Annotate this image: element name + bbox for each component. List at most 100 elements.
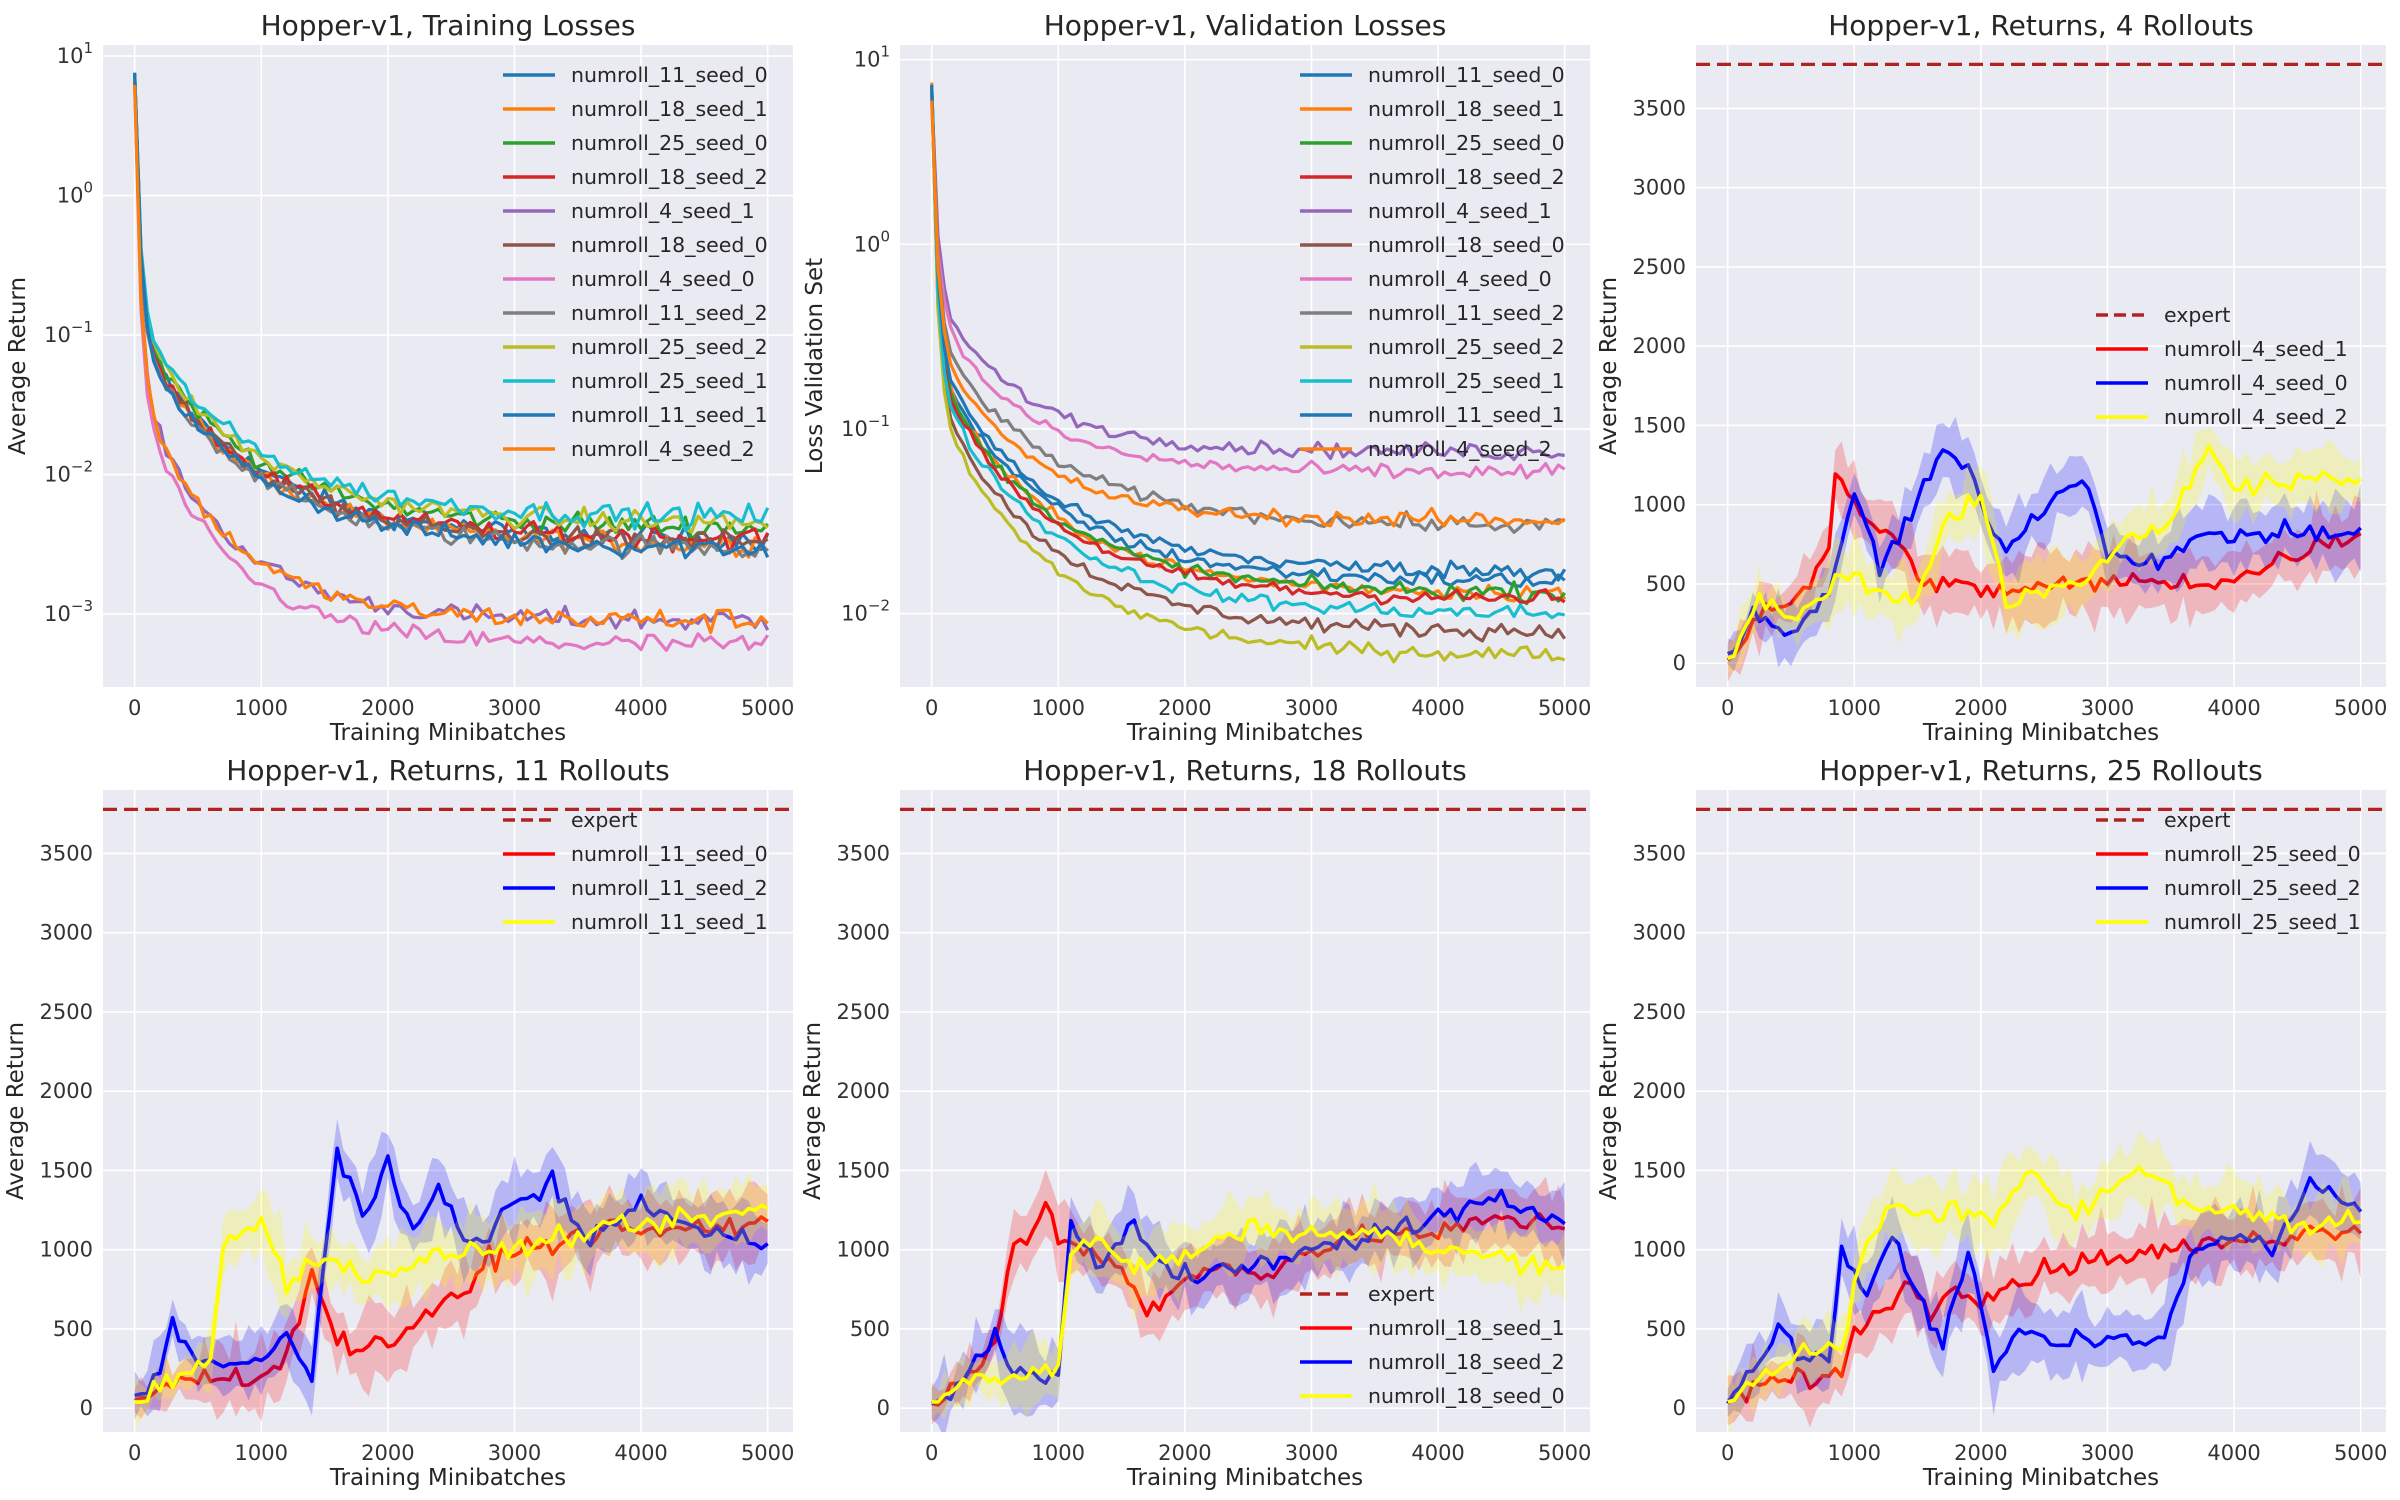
legend-label: numroll_11_seed_0 (1368, 63, 1565, 88)
legend-label: numroll_11_seed_1 (571, 910, 768, 935)
x-tick-label: 1000 (235, 696, 288, 720)
panel-2: 0 1000 2000 3000 4000 5000 0 500 1000 1500 2000 250… (1596, 9, 2387, 746)
x-tick-label: 3000 (488, 696, 541, 720)
legend-label: numroll_4_seed_2 (571, 437, 755, 462)
legend-label: numroll_18_seed_1 (1368, 1316, 1565, 1341)
series-line (134, 1146, 769, 1398)
legend-label: expert (2164, 808, 2230, 832)
series-layer (900, 807, 1590, 1432)
panel-4: 0 1000 2000 3000 4000 5000 0 500 1000 1500 2000 250… (800, 754, 1591, 1491)
y-tick-label: 10−1 (841, 412, 890, 441)
legend: numroll_11_seed_0 numroll_18_seed_1numrol… (503, 63, 768, 462)
y-tick-label: 0 (1673, 651, 1686, 675)
legend-label: numroll_4_seed_0 (2164, 371, 2348, 396)
series-line (133, 72, 770, 560)
x-tick-label: 1000 (1032, 1441, 1085, 1465)
y-axis-label: Average Return (1596, 277, 1622, 455)
legend: expert numroll_18_seed_1 numroll_18_seed_2… (1300, 1282, 1565, 1409)
x-tick-label: 2000 (1158, 696, 1211, 720)
series-line (1727, 1224, 2363, 1404)
x-tick-label: 4000 (614, 696, 667, 720)
series-line (930, 100, 1566, 528)
legend-label: numroll_11_seed_2 (571, 301, 768, 326)
series-line (133, 79, 770, 555)
series-line (930, 87, 1565, 620)
x-tick-label: 5000 (2334, 696, 2387, 720)
y-tick-label: 1000 (1633, 493, 1686, 517)
y-tick-label: 500 (850, 1317, 890, 1341)
x-tick-label: 3000 (1285, 696, 1338, 720)
panel-0: 0 1000 2000 3000 4000 5000 10−3 10−2 10−1 100 101 H… (5, 9, 794, 746)
x-tick-label: 1000 (1828, 1441, 1881, 1465)
legend-label: numroll_4_seed_1 (1368, 199, 1552, 224)
legend-label: numroll_18_seed_0 (571, 233, 768, 258)
x-tick-label: 1000 (235, 1441, 288, 1465)
series-band (931, 1161, 1565, 1432)
panel-title: Hopper-v1, Returns, 18 Rollouts (1023, 754, 1466, 787)
y-tick-label: 1500 (1633, 413, 1686, 437)
plot-area (103, 45, 793, 687)
series-line (930, 94, 1565, 462)
x-tick-label: 0 (925, 696, 938, 720)
y-tick-label: 10−1 (44, 318, 93, 347)
x-axis-label: Training Minibatches (1126, 1465, 1363, 1491)
x-axis-label: Training Minibatches (1126, 720, 1363, 746)
legend-label: numroll_25_seed_2 (571, 335, 768, 360)
x-tick-label: 5000 (741, 1441, 794, 1465)
legend: expert numroll_4_seed_1 numroll_4_seed_0nu… (2096, 303, 2348, 430)
y-tick-label: 100 (854, 227, 890, 256)
series-layer (1696, 62, 2386, 682)
series-band (1727, 416, 2361, 672)
plot-area (1696, 790, 2386, 1432)
series-line (931, 1217, 1566, 1404)
x-tick-label: 3000 (2081, 1441, 2134, 1465)
x-tick-label: 2000 (1954, 696, 2007, 720)
legend-label: numroll_18_seed_1 (1368, 97, 1565, 122)
y-tick-label: 3000 (1633, 176, 1686, 200)
panel-title: Hopper-v1, Training Losses (261, 9, 636, 42)
legend-label: numroll_18_seed_2 (571, 165, 768, 190)
legend-label: numroll_11_seed_2 (1368, 301, 1565, 326)
legend: expert numroll_25_seed_0 numroll_25_seed_2… (2096, 808, 2361, 935)
legend-label: numroll_18_seed_0 (1368, 233, 1565, 258)
legend-label: numroll_25_seed_0 (571, 131, 768, 156)
y-tick-label: 500 (1646, 1317, 1686, 1341)
x-tick-label: 0 (128, 1441, 141, 1465)
panel-title: Hopper-v1, Returns, 11 Rollouts (226, 754, 669, 787)
y-tick-label: 2500 (40, 1000, 93, 1024)
legend-label: numroll_11_seed_0 (571, 842, 768, 867)
y-tick-label: 100 (57, 179, 93, 208)
legend-label: numroll_11_seed_2 (571, 876, 768, 901)
y-tick-label: 1500 (837, 1158, 890, 1182)
series-line (930, 88, 1566, 588)
series-line (930, 97, 1566, 480)
series-line (1726, 1176, 2363, 1405)
x-tick-label: 0 (1721, 696, 1734, 720)
x-axis-label: Training Minibatches (1922, 720, 2159, 746)
y-tick-label: 3000 (40, 921, 93, 945)
series-layer (103, 807, 793, 1429)
y-tick-label: 2000 (1633, 1079, 1686, 1103)
legend-label: numroll_11_seed_1 (571, 403, 768, 428)
y-tick-label: 1500 (40, 1158, 93, 1182)
series-band (1727, 441, 2361, 682)
legend-label: numroll_18_seed_2 (1368, 1350, 1565, 1375)
x-tick-label: 5000 (741, 696, 794, 720)
legend-label: numroll_25_seed_0 (2164, 842, 2361, 867)
y-tick-label: 3500 (40, 841, 93, 865)
legend-label: numroll_18_seed_1 (571, 97, 768, 122)
panel-title: Hopper-v1, Returns, 4 Rollouts (1828, 9, 2254, 42)
x-tick-label: 2000 (361, 696, 414, 720)
x-axis-label: Training Minibatches (329, 720, 566, 746)
panel-5: 0 1000 2000 3000 4000 5000 0 500 1000 1500 2000 250… (1596, 754, 2387, 1491)
legend-label: expert (2164, 303, 2230, 327)
panel-1: 0 1000 2000 3000 4000 5000 10−2 10−1 100 101 Hoppe… (802, 9, 1591, 746)
y-tick-label: 3000 (1633, 921, 1686, 945)
x-tick-label: 4000 (1411, 696, 1464, 720)
series-line (134, 1215, 769, 1402)
series-layer (133, 72, 770, 652)
x-tick-label: 4000 (2207, 696, 2260, 720)
series-line (134, 1203, 769, 1404)
legend: expert numroll_11_seed_0 numroll_11_seed_2… (503, 808, 768, 935)
